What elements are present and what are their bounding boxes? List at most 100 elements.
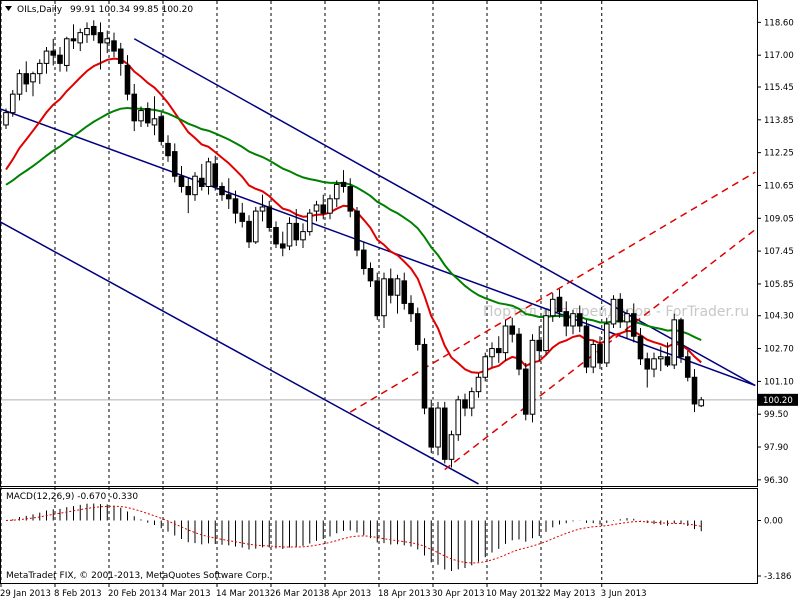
date-tick-label: 30 Apr 2013 xyxy=(432,589,485,599)
candle-body xyxy=(590,343,597,368)
candle-body xyxy=(124,64,131,95)
candle-body xyxy=(664,356,671,366)
candle-body xyxy=(198,177,205,187)
candle-body xyxy=(387,278,394,296)
candle-body xyxy=(678,319,684,358)
dropdown-arrow-icon[interactable] xyxy=(5,6,12,11)
date-tick-label: 3 Jun 2013 xyxy=(601,589,647,599)
candle-body xyxy=(151,118,158,126)
candle-body xyxy=(320,204,327,214)
candle-body xyxy=(489,348,495,358)
candle-body xyxy=(185,185,192,196)
candle-body xyxy=(603,323,610,364)
candlesticks xyxy=(3,20,705,468)
candle-body xyxy=(455,399,462,436)
candle-body xyxy=(435,407,441,448)
macd-indicator xyxy=(5,503,702,572)
candle-body xyxy=(104,38,111,44)
candle-body xyxy=(90,25,97,36)
candle-body xyxy=(192,175,198,196)
candle-body xyxy=(50,50,57,56)
candle-body xyxy=(347,185,354,212)
channel-line-lower xyxy=(0,220,479,485)
price-tick-label: 107.45 xyxy=(764,247,794,257)
candle-body xyxy=(441,407,448,460)
candle-body xyxy=(23,73,30,85)
candle-body xyxy=(293,222,300,241)
macd-label: MACD(12,26,9) -0.670 -0.330 xyxy=(6,492,138,502)
candle-body xyxy=(651,358,657,370)
price-tick-label: 112.25 xyxy=(764,149,794,159)
candle-body xyxy=(138,110,144,122)
date-tick-label: 29 Jan 2013 xyxy=(0,589,51,599)
copyright-text: MetaTrader FIX, © 2001-2013, MetaQuotes … xyxy=(6,571,270,581)
date-axis: 29 Jan 2013 8 Feb 2013 20 Feb 2013 4 Mar 20… xyxy=(0,583,646,599)
candle-body xyxy=(428,407,435,448)
price-tick-label: 101.10 xyxy=(764,377,794,387)
candle-body xyxy=(522,368,529,415)
candle-body xyxy=(279,243,286,249)
candle-body xyxy=(408,302,414,315)
chart-title: OILs,Daily 99.91 100.34 99.85 100.20 xyxy=(5,5,193,15)
candle-body xyxy=(691,376,698,405)
candle-body xyxy=(509,325,516,335)
candle-body xyxy=(394,278,401,296)
date-tick-label: 20 Feb 2013 xyxy=(108,589,161,599)
candle-body xyxy=(381,278,387,317)
channel-line-mid xyxy=(0,107,756,387)
candle-body xyxy=(502,325,509,354)
price-tick-label: 97.90 xyxy=(764,443,788,453)
candle-body xyxy=(421,343,428,409)
candle-body xyxy=(212,163,219,187)
candle-body xyxy=(576,313,583,327)
candle-body xyxy=(671,319,678,366)
moving-averages xyxy=(5,57,702,374)
candle-body xyxy=(583,325,590,368)
date-tick-label: 4 Mar 2013 xyxy=(162,589,210,599)
candle-body xyxy=(367,268,374,282)
current-price-tag xyxy=(758,393,798,406)
candle-body xyxy=(16,73,23,95)
candle-body xyxy=(516,333,522,370)
candle-body xyxy=(252,210,259,243)
candle-body xyxy=(84,28,90,36)
candle-body xyxy=(495,348,502,354)
candle-body xyxy=(273,227,279,245)
candle-body xyxy=(30,73,36,83)
macd-axis: 0.00 -3.186 xyxy=(757,517,791,582)
date-tick-label: 22 May 2013 xyxy=(540,589,595,599)
date-tick-label: 18 Apr 2013 xyxy=(378,589,431,599)
date-tick-label: 14 Mar 2013 xyxy=(216,589,270,599)
candle-body xyxy=(300,231,306,241)
candle-body xyxy=(637,335,644,360)
candle-body xyxy=(239,212,246,222)
candle-body xyxy=(232,198,239,214)
current-price-tag-text: 100.20 xyxy=(763,396,793,406)
candle-body xyxy=(570,313,576,327)
price-tick-label: 113.85 xyxy=(764,116,794,126)
candle-body xyxy=(63,38,70,66)
candle-body xyxy=(36,62,43,75)
dashed-channel-upper xyxy=(349,171,756,413)
candle-body xyxy=(536,339,543,352)
channel-line-upper xyxy=(133,38,756,387)
ma-fast-line xyxy=(5,57,702,374)
macd-signal-line xyxy=(5,505,702,564)
candle-body xyxy=(246,220,252,243)
candle-body xyxy=(286,222,293,247)
candle-body xyxy=(57,54,63,64)
candle-body xyxy=(178,175,185,187)
price-tick-label: 105.85 xyxy=(764,280,794,290)
candle-body xyxy=(70,38,77,42)
candle-body xyxy=(624,313,630,323)
price-tick-label: 115.45 xyxy=(764,83,794,93)
candle-body xyxy=(354,210,360,251)
price-tick-label: 104.30 xyxy=(764,312,794,322)
candle-body xyxy=(327,198,333,214)
candle-body xyxy=(259,206,266,212)
candle-body xyxy=(597,343,603,364)
date-tick-label: 10 May 2013 xyxy=(486,589,541,599)
candle-body xyxy=(360,249,367,270)
candle-body xyxy=(401,280,408,304)
